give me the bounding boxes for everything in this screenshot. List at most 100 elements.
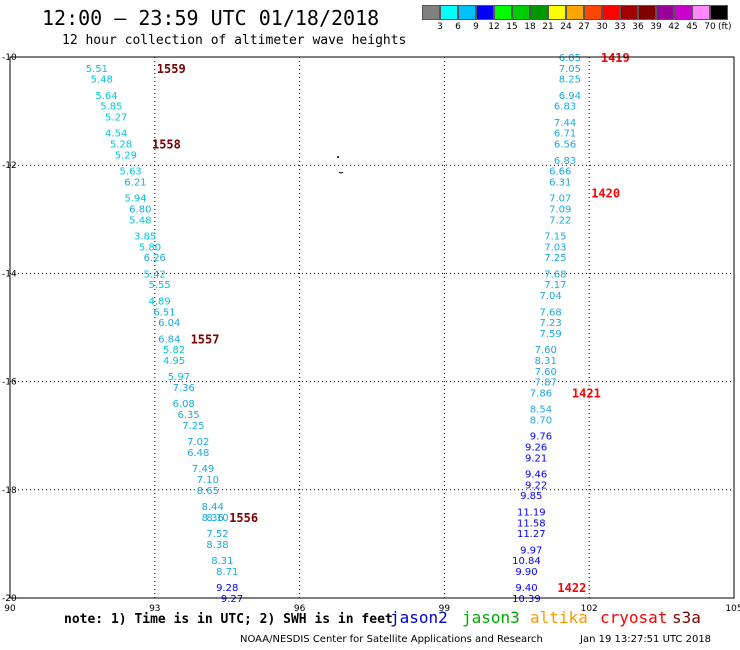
wave-height-label: 4.89: [148, 296, 170, 307]
wave-height-label: 7.22: [549, 215, 571, 226]
wave-height-label: 7.86: [530, 388, 552, 399]
wave-height-label: 9.90: [515, 567, 537, 578]
wave-height-label: 8.44: [202, 502, 224, 513]
axis-labels: 90 93 96 99 102 105 -10 -12 -14 -16 -18 -20: [2, 53, 740, 614]
island-outline: [338, 171, 344, 174]
wave-height-label: 7.25: [544, 253, 566, 264]
wave-height-label: 8.38: [206, 540, 228, 551]
wave-height-label: 6.04: [158, 318, 180, 329]
color-scale-unit: (ft): [718, 22, 732, 32]
wave-height-label: 5.28: [110, 140, 132, 151]
wave-height-label: 5.42: [144, 269, 166, 280]
y-tick-label: -18: [2, 486, 17, 496]
wave-height-label: 8.31: [211, 556, 233, 567]
wave-height-label: 6.80: [129, 204, 151, 215]
color-scale-cell: [584, 5, 602, 20]
wave-height-label: 6.84: [158, 334, 180, 345]
color-scale-cell: [512, 5, 530, 20]
data-points: 5.515.485.645.855.274.545.285.295.636.21…: [86, 51, 630, 605]
color-scale-tick: 9: [473, 22, 479, 32]
wave-height-label: 9.40: [515, 583, 537, 594]
color-scale-tick: 24: [560, 22, 572, 32]
color-scale-tick: 3: [437, 22, 443, 32]
wave-height-label: 6.35: [177, 410, 199, 421]
wave-height-label: 5.64: [95, 91, 117, 102]
wave-height-label: 9.76: [530, 432, 552, 443]
color-scale-cell: [548, 5, 566, 20]
wave-height-label: 10.84: [512, 556, 541, 567]
wave-height-label: 5.63: [120, 167, 142, 178]
wave-height-label: 9.27: [221, 594, 243, 605]
orbit-pass-label: 1558: [152, 138, 181, 152]
y-tick-label: -10: [2, 53, 17, 63]
page-title: 12:00 – 23:59 UTC 01/18/2018: [42, 6, 380, 30]
page-subtitle: 12 hour collection of altimeter wave hei…: [62, 33, 407, 48]
color-scale-cell: [620, 5, 638, 20]
wave-height-label: 7.36: [173, 383, 195, 394]
color-scale-tick: 36: [632, 22, 644, 32]
grid-lines: [10, 57, 734, 598]
color-scale-tick: 33: [614, 22, 626, 32]
legend-item-cryosat: cryosat: [600, 608, 668, 627]
wave-height-label: 5.97: [168, 372, 190, 383]
color-scale-cell: [458, 5, 476, 20]
wave-height-label: 4.54: [105, 129, 127, 140]
wave-height-label: 6.21: [124, 177, 146, 188]
legend-item-s3a: s3a: [672, 608, 701, 627]
wave-height-label: 5.48: [91, 75, 113, 86]
color-scale-cell: [602, 5, 620, 20]
wave-height-label: 7.03: [544, 242, 566, 253]
y-tick-label: -16: [2, 378, 17, 388]
wave-height-label: 11.19: [517, 507, 546, 518]
color-scale-tick: 27: [578, 22, 590, 32]
color-scale-cell: [530, 5, 548, 20]
wave-height-label: 7.87: [535, 378, 557, 389]
x-tick-label: 105: [725, 604, 740, 614]
wave-height-label: 8.71: [216, 567, 238, 578]
wave-height-label: 7.09: [549, 204, 571, 215]
wave-height-label: 7.02: [187, 437, 209, 448]
wave-height-label: 5.94: [124, 194, 146, 205]
wave-height-label: 3.85: [134, 232, 156, 243]
wave-height-label: 5.29: [115, 150, 137, 161]
wave-height-label: 6.71: [554, 129, 576, 140]
wave-height-label: 5.82: [163, 345, 185, 356]
wave-height-label: 5.51: [86, 64, 108, 75]
wave-height-label: 5.27: [105, 113, 127, 124]
wave-height-label: 7.60: [535, 367, 557, 378]
orbit-pass-label: 1556: [229, 511, 258, 525]
wave-height-label: 6.08: [173, 399, 195, 410]
wave-height-label: 7.17: [544, 280, 566, 291]
wave-height-label: 7.25: [182, 421, 204, 432]
wave-height-label: 7.60: [535, 345, 557, 356]
note-text: note: 1) Time is in UTC; 2) SWH is in fe…: [64, 612, 393, 627]
color-scale-cell: [656, 5, 674, 20]
coast-fragment: [337, 156, 344, 174]
wave-height-label: 6.94: [559, 91, 581, 102]
wave-height-label: 6.83: [554, 156, 576, 167]
x-tick-label: 102: [581, 604, 598, 614]
legend-item-jason3: jason3: [462, 608, 520, 627]
wave-height-label: 6.48: [187, 448, 209, 459]
wave-height-label: 7.10: [197, 475, 219, 486]
wave-height-label: 6.51: [153, 307, 175, 318]
wave-height-label: 9.28: [216, 583, 238, 594]
orbit-pass-label: 1557: [191, 332, 220, 346]
wave-height-label: 6.31: [549, 177, 571, 188]
wave-height-label: 8.54: [530, 405, 552, 416]
wave-height-label: 9.22: [525, 480, 547, 491]
footer-timestamp: Jan 19 13:27:51 UTC 2018: [580, 634, 712, 645]
color-scale-cell: [440, 5, 458, 20]
wave-height-label: 7.04: [539, 291, 561, 302]
wave-height-label: 9.26: [525, 443, 547, 454]
wave-height-label: 5.80: [139, 242, 161, 253]
y-tick-label: -20: [2, 594, 17, 604]
color-scale-tick: 12: [488, 22, 500, 32]
color-scale-cell: [638, 5, 656, 20]
color-scale-cell: [710, 5, 728, 20]
wave-height-label: 8.36: [202, 513, 224, 524]
color-scale-tick: 18: [524, 22, 536, 32]
footer-source: NOAA/NESDIS Center for Satellite Applica…: [240, 634, 543, 645]
color-scale-cell: [476, 5, 494, 20]
